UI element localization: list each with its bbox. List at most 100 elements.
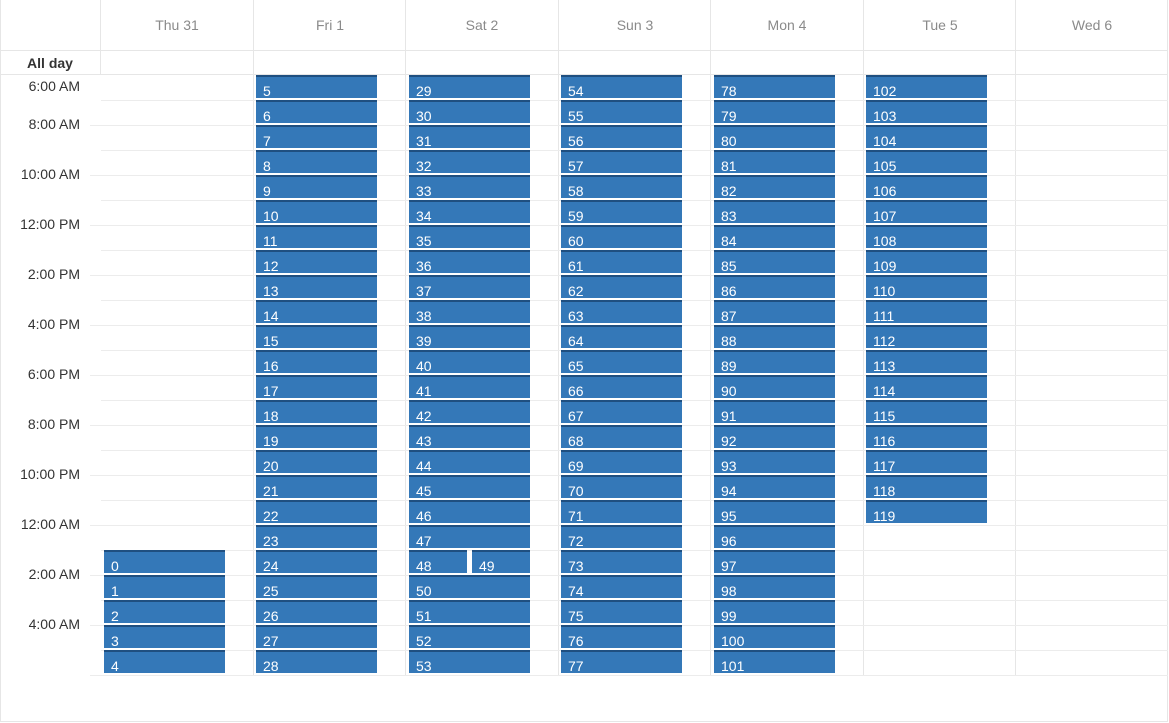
- event-block[interactable]: 21: [256, 475, 377, 498]
- event-block[interactable]: 88: [714, 325, 835, 348]
- event-block[interactable]: 60: [561, 225, 682, 248]
- event-block[interactable]: 118: [866, 475, 987, 498]
- day-header-4[interactable]: Mon 4: [767, 17, 807, 33]
- event-block[interactable]: 86: [714, 275, 835, 298]
- event-block[interactable]: 43: [409, 425, 530, 448]
- event-block[interactable]: 30: [409, 100, 530, 123]
- event-block[interactable]: 71: [561, 500, 682, 523]
- event-block[interactable]: 19: [256, 425, 377, 448]
- event-block[interactable]: 100: [714, 625, 835, 648]
- event-block[interactable]: 114: [866, 375, 987, 398]
- event-block[interactable]: 14: [256, 300, 377, 323]
- event-block[interactable]: 28: [256, 650, 377, 673]
- event-block[interactable]: 2: [104, 600, 225, 623]
- day-column-6[interactable]: [1016, 75, 1167, 675]
- event-block[interactable]: 103: [866, 100, 987, 123]
- event-block[interactable]: 45: [409, 475, 530, 498]
- event-block[interactable]: 8: [256, 150, 377, 173]
- event-block[interactable]: 48: [409, 550, 467, 573]
- event-block[interactable]: 58: [561, 175, 682, 198]
- event-block[interactable]: 34: [409, 200, 530, 223]
- event-block[interactable]: 56: [561, 125, 682, 148]
- event-block[interactable]: 66: [561, 375, 682, 398]
- day-header-5[interactable]: Tue 5: [922, 17, 958, 33]
- event-block[interactable]: 32: [409, 150, 530, 173]
- event-block[interactable]: 1: [104, 575, 225, 598]
- event-block[interactable]: 63: [561, 300, 682, 323]
- day-header-0[interactable]: Thu 31: [155, 17, 199, 33]
- event-block[interactable]: 96: [714, 525, 835, 548]
- event-block[interactable]: 5: [256, 75, 377, 98]
- event-block[interactable]: 70: [561, 475, 682, 498]
- event-block[interactable]: 75: [561, 600, 682, 623]
- day-header-1[interactable]: Fri 1: [316, 17, 344, 33]
- event-block[interactable]: 4: [104, 650, 225, 673]
- event-block[interactable]: 68: [561, 425, 682, 448]
- event-block[interactable]: 47: [409, 525, 530, 548]
- event-block[interactable]: 76: [561, 625, 682, 648]
- event-block[interactable]: 6: [256, 100, 377, 123]
- event-block[interactable]: 95: [714, 500, 835, 523]
- event-block[interactable]: 77: [561, 650, 682, 673]
- event-block[interactable]: 46: [409, 500, 530, 523]
- event-block[interactable]: 101: [714, 650, 835, 673]
- event-block[interactable]: 35: [409, 225, 530, 248]
- event-block[interactable]: 98: [714, 575, 835, 598]
- event-block[interactable]: 57: [561, 150, 682, 173]
- event-block[interactable]: 39: [409, 325, 530, 348]
- event-block[interactable]: 40: [409, 350, 530, 373]
- event-block[interactable]: 53: [409, 650, 530, 673]
- event-block[interactable]: 59: [561, 200, 682, 223]
- event-block[interactable]: 11: [256, 225, 377, 248]
- event-block[interactable]: 0: [104, 550, 225, 573]
- event-block[interactable]: 107: [866, 200, 987, 223]
- event-block[interactable]: 16: [256, 350, 377, 373]
- event-block[interactable]: 85: [714, 250, 835, 273]
- event-block[interactable]: 102: [866, 75, 987, 98]
- event-block[interactable]: 9: [256, 175, 377, 198]
- event-block[interactable]: 49: [472, 550, 530, 573]
- event-block[interactable]: 24: [256, 550, 377, 573]
- event-block[interactable]: 23: [256, 525, 377, 548]
- event-block[interactable]: 22: [256, 500, 377, 523]
- event-block[interactable]: 110: [866, 275, 987, 298]
- event-block[interactable]: 51: [409, 600, 530, 623]
- event-block[interactable]: 80: [714, 125, 835, 148]
- event-block[interactable]: 64: [561, 325, 682, 348]
- event-block[interactable]: 65: [561, 350, 682, 373]
- event-block[interactable]: 104: [866, 125, 987, 148]
- event-block[interactable]: 112: [866, 325, 987, 348]
- event-block[interactable]: 17: [256, 375, 377, 398]
- event-block[interactable]: 62: [561, 275, 682, 298]
- event-block[interactable]: 7: [256, 125, 377, 148]
- event-block[interactable]: 84: [714, 225, 835, 248]
- event-block[interactable]: 50: [409, 575, 530, 598]
- event-block[interactable]: 3: [104, 625, 225, 648]
- event-block[interactable]: 38: [409, 300, 530, 323]
- event-block[interactable]: 54: [561, 75, 682, 98]
- event-block[interactable]: 52: [409, 625, 530, 648]
- event-block[interactable]: 26: [256, 600, 377, 623]
- event-block[interactable]: 89: [714, 350, 835, 373]
- event-block[interactable]: 87: [714, 300, 835, 323]
- event-block[interactable]: 20: [256, 450, 377, 473]
- event-block[interactable]: 73: [561, 550, 682, 573]
- event-block[interactable]: 115: [866, 400, 987, 423]
- event-block[interactable]: 12: [256, 250, 377, 273]
- event-block[interactable]: 91: [714, 400, 835, 423]
- event-block[interactable]: 55: [561, 100, 682, 123]
- event-block[interactable]: 36: [409, 250, 530, 273]
- event-block[interactable]: 82: [714, 175, 835, 198]
- event-block[interactable]: 106: [866, 175, 987, 198]
- event-block[interactable]: 92: [714, 425, 835, 448]
- event-block[interactable]: 67: [561, 400, 682, 423]
- event-block[interactable]: 83: [714, 200, 835, 223]
- event-block[interactable]: 74: [561, 575, 682, 598]
- day-header-3[interactable]: Sun 3: [616, 17, 654, 33]
- event-block[interactable]: 25: [256, 575, 377, 598]
- event-block[interactable]: 108: [866, 225, 987, 248]
- event-block[interactable]: 69: [561, 450, 682, 473]
- event-block[interactable]: 81: [714, 150, 835, 173]
- event-block[interactable]: 79: [714, 100, 835, 123]
- event-block[interactable]: 116: [866, 425, 987, 448]
